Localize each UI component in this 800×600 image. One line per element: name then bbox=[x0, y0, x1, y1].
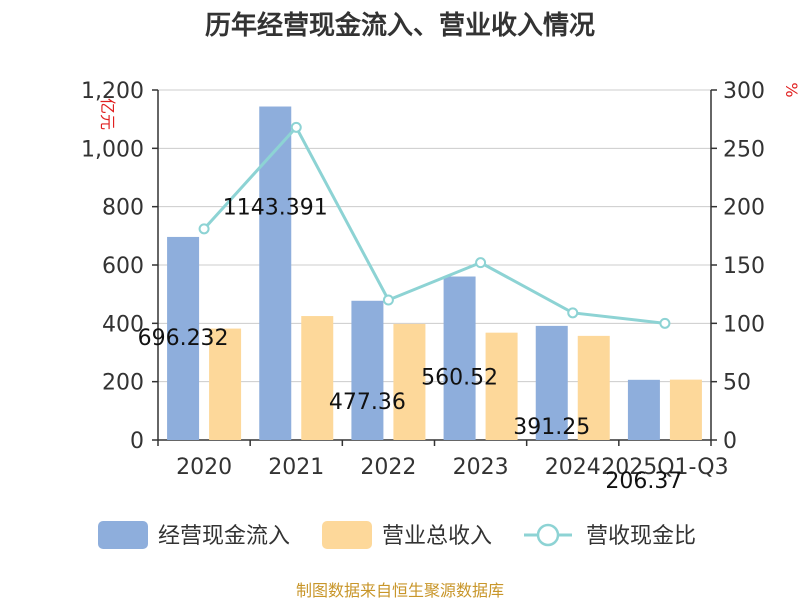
legend-swatch bbox=[98, 521, 148, 549]
x-axis-tick-label: 2023 bbox=[453, 455, 509, 480]
bar-data-label: 1143.391 bbox=[223, 196, 328, 221]
legend-label: 营业总收入 bbox=[382, 524, 492, 549]
bar-data-label: 696.232 bbox=[138, 326, 229, 351]
right-axis-tick-label: 300 bbox=[723, 79, 765, 104]
x-axis-tick-label: 2021 bbox=[268, 455, 324, 480]
chart-title: 历年经营现金流入、营业收入情况 bbox=[205, 10, 595, 41]
bar-revenue bbox=[301, 316, 334, 440]
source-note: 制图数据来自恒生聚源数据库 bbox=[296, 581, 504, 600]
left-axis-tick-label: 800 bbox=[102, 196, 144, 221]
bar-revenue bbox=[577, 335, 610, 440]
x-axis-tick-label: 2020 bbox=[176, 455, 232, 480]
legend-label: 经营现金流入 bbox=[158, 524, 290, 549]
bar-revenue bbox=[209, 328, 242, 440]
left-axis-tick-label: 0 bbox=[130, 429, 144, 454]
bar-cash-inflow bbox=[259, 106, 292, 440]
left-axis-tick-label: 1,200 bbox=[81, 79, 144, 104]
right-axis-tick-label: 150 bbox=[723, 254, 765, 279]
right-axis-tick-label: 200 bbox=[723, 196, 765, 221]
legend-swatch bbox=[322, 521, 372, 549]
right-axis-tick-label: 50 bbox=[723, 371, 751, 396]
bar-data-label: 206.37 bbox=[605, 469, 682, 494]
ratio-line-point bbox=[290, 121, 302, 133]
ratio-line-point bbox=[475, 257, 487, 269]
gridlines bbox=[158, 89, 711, 383]
ratio-line-point bbox=[198, 223, 210, 235]
bar-revenue bbox=[669, 379, 702, 440]
legend: 经营现金流入 营业总收入 营收现金比 bbox=[98, 521, 696, 549]
bar-cash-inflow bbox=[167, 236, 200, 440]
x-axis-tick-label: 2022 bbox=[360, 455, 416, 480]
right-axis-tick-label: 0 bbox=[723, 429, 737, 454]
left-axis-tick-label: 400 bbox=[102, 312, 144, 337]
ratio-line-point bbox=[659, 317, 671, 329]
axes: 0 200 400 600 800 1,000 1,200 0 50 100 150 200 250 30… bbox=[81, 79, 765, 480]
ratio-line bbox=[202, 124, 666, 325]
legend-label: 营收现金比 bbox=[586, 524, 696, 549]
bar-cash-inflow bbox=[351, 300, 384, 440]
bar-revenue bbox=[485, 332, 518, 440]
x-axis-tick-label: 2024 bbox=[545, 455, 601, 480]
bar-data-label: 560.52 bbox=[421, 366, 498, 391]
left-axis-tick-label: 600 bbox=[102, 254, 144, 279]
bar-cash-inflow bbox=[535, 325, 568, 440]
left-axis-tick-label: 200 bbox=[102, 371, 144, 396]
bar-data-label: 391.25 bbox=[513, 415, 590, 440]
ratio-line-point bbox=[382, 294, 394, 306]
bar-cash-inflow bbox=[627, 379, 660, 440]
left-axis-tick-label: 1,000 bbox=[81, 137, 144, 162]
ratio-line-point bbox=[567, 307, 579, 319]
data-labels: 696.232 1143.391 477.36 560.52 391.25 206.37 bbox=[138, 196, 683, 494]
right-axis-tick-label: 100 bbox=[723, 312, 765, 337]
right-axis-tick-label: 250 bbox=[723, 137, 765, 162]
bar-revenue bbox=[393, 323, 426, 440]
x-axis-tick-label: 2025Q1-Q3 bbox=[601, 455, 728, 480]
bar-data-label: 477.36 bbox=[329, 390, 406, 415]
line-series bbox=[198, 121, 671, 329]
bar-cash-inflow bbox=[443, 276, 476, 440]
right-axis-unit: % bbox=[782, 82, 800, 97]
left-axis-unit: 亿元 bbox=[98, 98, 117, 130]
legend-swatch-marker bbox=[536, 523, 560, 547]
